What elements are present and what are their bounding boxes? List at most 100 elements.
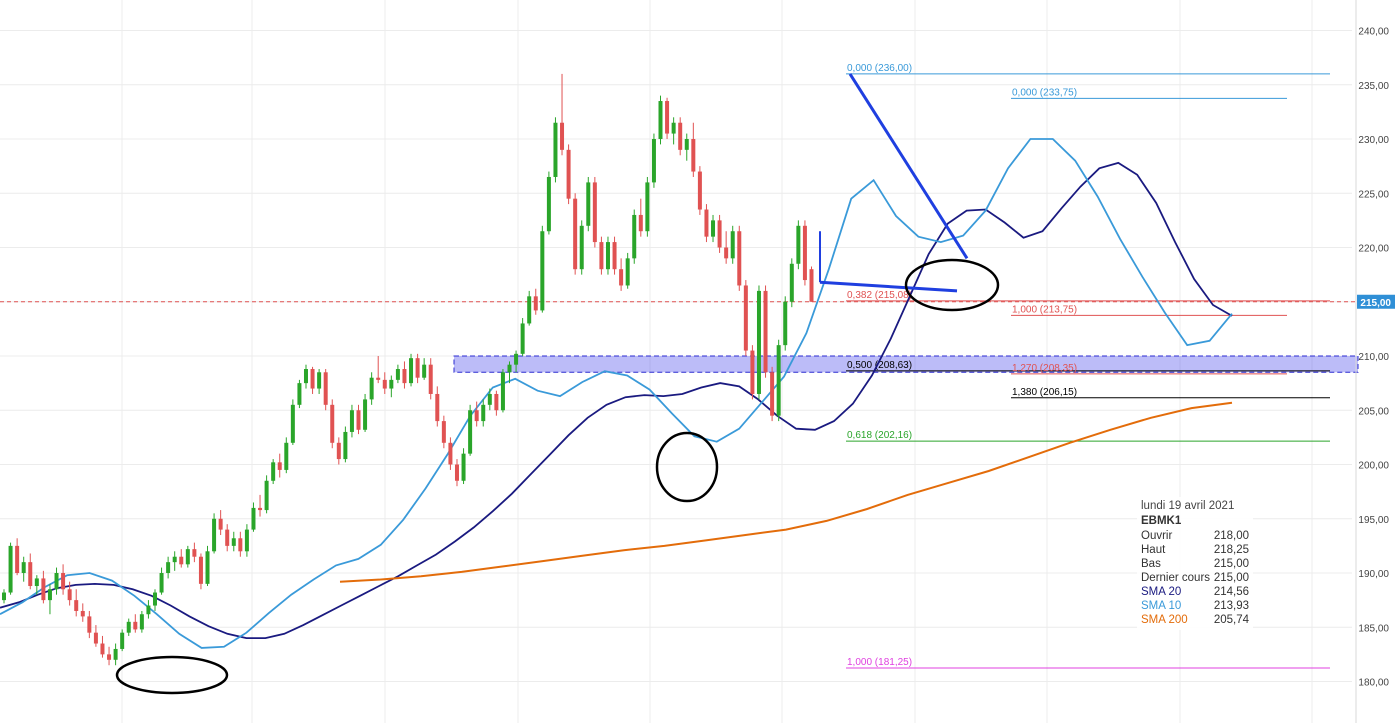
fibonacci-label: 1,270 (208,35) <box>1012 363 1077 374</box>
candle-body <box>54 573 59 590</box>
candle-body <box>336 442 341 460</box>
candle-body <box>448 442 453 465</box>
tooltip-row-value: 218,00 <box>1213 530 1249 542</box>
candle-body <box>330 404 335 443</box>
tooltip-row-value: 215,00 <box>1213 572 1249 584</box>
candle-body <box>520 323 525 354</box>
tooltip-row-value: 205,74 <box>1213 614 1249 626</box>
support-zone-layer <box>453 355 1359 373</box>
candle-body <box>218 518 223 530</box>
candle-body <box>133 621 138 630</box>
candle-body <box>717 220 722 248</box>
candle-body <box>349 410 354 432</box>
candle-body <box>415 358 420 378</box>
candle-body <box>271 462 276 481</box>
candle-body <box>540 231 545 311</box>
candle-body <box>789 263 794 302</box>
candle-body <box>192 549 197 557</box>
y-tick-label: 240,00 <box>1358 27 1389 38</box>
tooltip-row-label: SMA 10 <box>1141 600 1182 612</box>
candle-body <box>310 369 315 389</box>
tooltip-row-label: Ouvrir <box>1141 530 1173 542</box>
candle-body <box>638 214 643 232</box>
fibonacci-label: 0,000 (233,75) <box>1012 87 1077 98</box>
candle-body <box>697 171 702 210</box>
candle-body <box>711 220 716 237</box>
candle-body <box>678 122 683 150</box>
candle-body <box>796 225 801 264</box>
candle-body <box>704 209 709 237</box>
candle-body <box>468 410 473 454</box>
candle-body <box>8 545 13 593</box>
candle-body <box>737 231 742 286</box>
candle-body <box>28 562 33 587</box>
candle-body <box>363 399 368 430</box>
candle-body <box>514 353 519 365</box>
candle-body <box>474 410 479 422</box>
fibonacci-label: 1,380 (206,15) <box>1012 387 1077 398</box>
candle-body <box>500 372 505 411</box>
candle-body <box>107 654 112 660</box>
candle-body <box>573 198 578 270</box>
candle-body <box>376 377 381 380</box>
candle-body <box>67 589 72 601</box>
fibonacci-label: 0,000 (236,00) <box>847 63 912 74</box>
candle-body <box>756 290 761 394</box>
tooltip-row-label: Dernier cours <box>1141 572 1211 584</box>
tooltip-row-value: 215,00 <box>1213 558 1249 570</box>
candle-body <box>586 182 591 226</box>
tooltip-row: Dernier cours 215,00 <box>1141 571 1249 585</box>
candle-body <box>251 507 256 530</box>
ma-line-sma-10 <box>0 138 1233 649</box>
candle-body <box>599 242 604 270</box>
candle-body <box>166 562 171 573</box>
candle-body <box>461 453 466 481</box>
candle-body <box>645 182 650 232</box>
candle-body <box>533 296 538 311</box>
candle-body <box>481 404 486 422</box>
candle-body <box>579 225 584 270</box>
candle-body <box>402 369 407 384</box>
candle-body <box>612 242 617 270</box>
candle-body <box>61 573 66 590</box>
y-tick-label: 185,00 <box>1358 623 1389 634</box>
current-price-label: 215,00 <box>1360 298 1391 309</box>
candle-body <box>527 296 532 324</box>
candle-body <box>454 464 459 481</box>
ma-line-sma-20 <box>0 161 1233 639</box>
candle-body <box>389 379 394 389</box>
candle-body <box>770 372 775 416</box>
tooltip-row-label: Haut <box>1141 544 1166 556</box>
y-tick-label: 180,00 <box>1358 678 1389 689</box>
candle-body <box>34 578 39 587</box>
candle-body <box>560 122 565 150</box>
candle-body <box>303 369 308 384</box>
candle-body <box>231 538 236 546</box>
candle-body <box>441 421 446 443</box>
candle-body <box>47 589 52 601</box>
tooltip-row-label: SMA 200 <box>1141 614 1188 626</box>
candle-body <box>317 372 322 389</box>
candle-body <box>422 364 427 378</box>
y-tick-label: 225,00 <box>1358 189 1389 200</box>
tooltip-row-value: 214,56 <box>1213 586 1249 598</box>
candle-body <box>507 364 512 373</box>
circle-marker <box>904 258 1000 312</box>
y-tick-label: 195,00 <box>1358 515 1389 526</box>
tooltip-row-value: 213,93 <box>1213 600 1249 612</box>
ma-line-sma-200 <box>339 401 1233 583</box>
tooltip-row: Ouvrir 218,00 <box>1141 529 1249 543</box>
fibonacci-label: 0,382 (215,08) <box>847 290 912 301</box>
candle-body <box>258 507 263 511</box>
candle-body <box>74 600 79 611</box>
candle-body <box>198 556 203 584</box>
candle-body <box>172 556 177 563</box>
candle-body <box>264 480 269 511</box>
tooltip-row-label: Bas <box>1141 558 1161 570</box>
tooltip-row: SMA 200 205,74 <box>1141 613 1249 627</box>
candle-body <box>113 648 118 660</box>
candle-body <box>435 393 440 422</box>
tooltip-rows: Ouvrir 218,00 Haut 218,25 Bas 215,00 Dernier c… <box>1141 529 1249 627</box>
